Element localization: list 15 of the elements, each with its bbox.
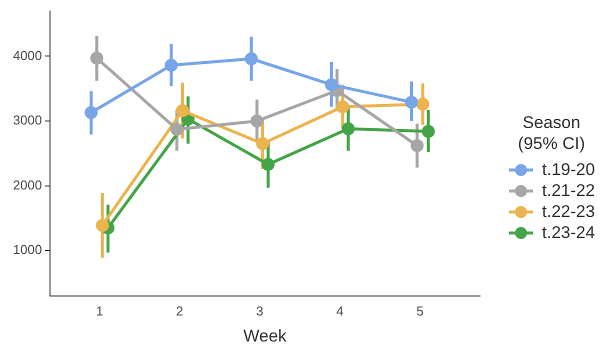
x-tick-label: 3	[256, 303, 264, 318]
y-tick-label: 4000	[13, 48, 42, 63]
x-axis-title: Week	[243, 326, 288, 346]
legend-label: t.19-20	[542, 160, 595, 180]
x-tick-label: 2	[176, 303, 184, 318]
legend-label: t.21-22	[542, 181, 595, 201]
legend-title: Season (95% CI)	[516, 112, 586, 154]
legend-label: t.23-24	[542, 223, 595, 243]
y-tick-label: 1000	[13, 242, 42, 258]
x-tick-label: 1	[96, 303, 104, 318]
y-tick-label: 3000	[13, 112, 42, 128]
x-tick-label: 5	[416, 303, 424, 318]
x-tick-label: 4	[336, 303, 344, 318]
legend-label: t.22-23	[542, 202, 595, 222]
y-tick-label: 2000	[13, 177, 42, 192]
